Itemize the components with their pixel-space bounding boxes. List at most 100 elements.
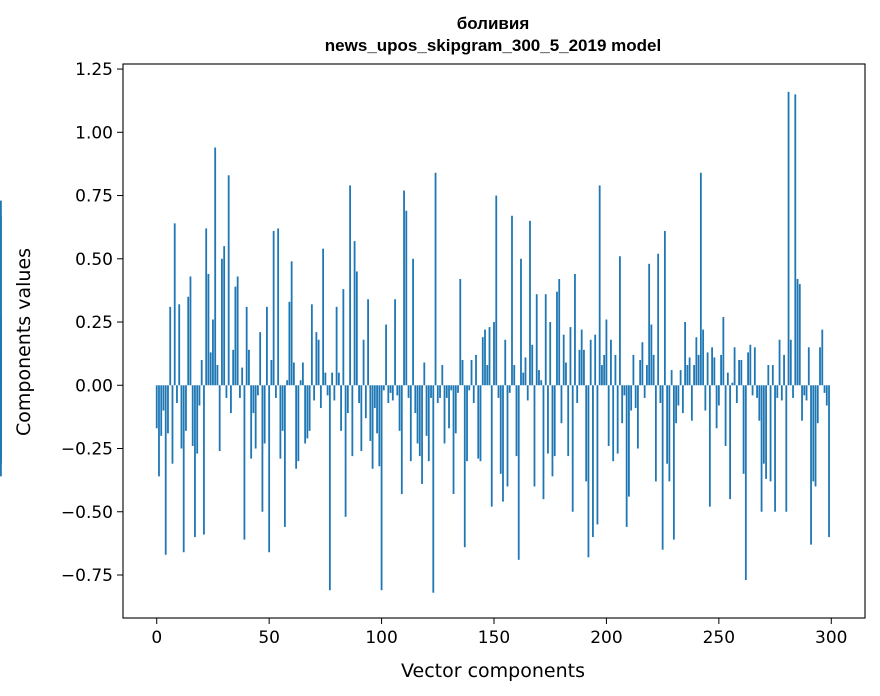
bar — [637, 385, 639, 449]
bar — [767, 365, 770, 386]
bar — [241, 367, 244, 386]
bar — [675, 385, 678, 424]
bar — [792, 385, 794, 398]
bar — [652, 354, 655, 386]
bars-group — [0, 91, 830, 593]
bar — [227, 175, 230, 386]
bar — [702, 329, 705, 386]
bar — [239, 385, 241, 398]
bar — [385, 324, 387, 386]
bar — [592, 385, 594, 538]
bar — [326, 385, 329, 396]
bar — [173, 223, 176, 386]
bar — [164, 385, 167, 555]
bar — [0, 385, 2, 429]
bar — [697, 354, 700, 386]
bar — [520, 258, 522, 386]
bar — [200, 359, 203, 386]
bar — [176, 385, 178, 403]
x-tick-label: 0 — [151, 628, 162, 648]
bar — [286, 380, 289, 386]
bar — [349, 185, 351, 386]
bar — [801, 385, 803, 421]
y-tick-label: 0.00 — [75, 376, 113, 396]
bar — [711, 347, 713, 386]
bar — [511, 215, 513, 386]
bar — [544, 294, 547, 386]
bar — [187, 296, 190, 386]
bar — [214, 147, 217, 386]
bar — [394, 299, 396, 386]
bar — [369, 385, 372, 441]
bar — [717, 385, 720, 406]
bar — [405, 210, 408, 386]
bar — [216, 365, 219, 386]
bar — [218, 385, 221, 452]
bar — [261, 385, 264, 512]
bar — [340, 385, 342, 431]
bar — [747, 352, 749, 386]
bar — [257, 385, 259, 396]
bar — [490, 385, 493, 507]
bar — [317, 339, 320, 386]
bar — [425, 385, 428, 436]
bar — [310, 304, 313, 386]
bar — [351, 385, 354, 457]
bar — [371, 385, 374, 469]
bar — [708, 385, 711, 507]
bar — [634, 385, 637, 409]
bar — [787, 91, 790, 386]
bar — [324, 372, 327, 386]
bar — [661, 385, 664, 550]
bar — [753, 347, 756, 386]
bar — [391, 385, 394, 401]
x-axis-ticks: 0 50 100 150 200 250 300 — [151, 618, 847, 648]
bar — [571, 385, 574, 512]
bar — [684, 322, 687, 386]
bar — [254, 385, 257, 449]
bar — [207, 273, 210, 386]
bar — [704, 385, 707, 411]
bar — [587, 385, 590, 558]
bar — [585, 385, 588, 482]
bar — [479, 385, 482, 462]
bar — [828, 385, 830, 538]
bar — [735, 385, 738, 403]
bar — [688, 357, 691, 386]
bar — [205, 228, 208, 386]
bar — [504, 339, 507, 386]
bar — [517, 385, 520, 560]
bar — [522, 372, 525, 386]
bar — [272, 230, 275, 386]
bar — [232, 349, 235, 386]
bar — [160, 385, 163, 436]
bar — [196, 385, 199, 454]
bar — [630, 385, 633, 411]
bar — [283, 385, 286, 527]
bar — [389, 385, 392, 393]
bar — [558, 279, 561, 386]
y-tick-label: 1.00 — [75, 123, 113, 143]
bar — [816, 385, 819, 424]
bar — [814, 385, 817, 487]
bar — [731, 382, 734, 386]
bar — [744, 385, 747, 581]
bar — [785, 385, 788, 512]
y-axis-label: Components values — [13, 248, 35, 436]
bar — [681, 385, 684, 414]
bar — [663, 230, 666, 386]
bar — [0, 339, 2, 386]
bar — [533, 385, 536, 487]
bar — [448, 385, 450, 429]
bar — [263, 385, 266, 444]
bar — [695, 337, 698, 386]
bar — [515, 385, 518, 457]
bar — [596, 385, 599, 525]
bar — [632, 354, 635, 386]
bar — [540, 380, 543, 386]
bar — [290, 261, 293, 386]
bar — [670, 370, 673, 386]
x-axis-label: Vector components — [401, 660, 585, 682]
y-axis-ticks: −0.75 −0.50 −0.25 0.00 0.25 0.50 0.75 1.00 1.25 — [61, 60, 123, 586]
bar — [407, 385, 410, 398]
